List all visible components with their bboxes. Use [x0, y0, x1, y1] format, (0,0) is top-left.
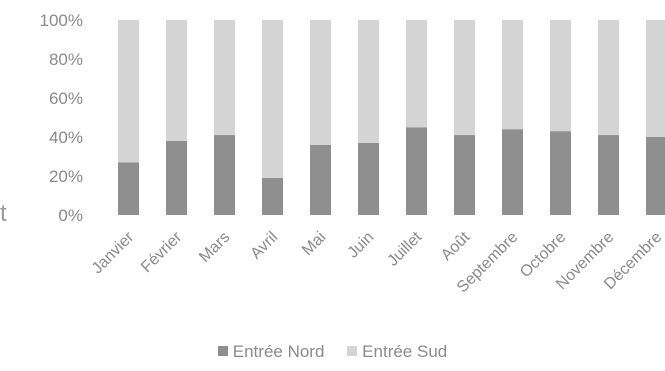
legend-label-nord: Entrée Nord [232, 342, 325, 361]
legend-item-nord: Entrée Nord [217, 342, 325, 362]
x-category-label: Juin [345, 229, 378, 262]
bar-segment-sud [646, 20, 665, 137]
x-category-label: Janvier [89, 228, 138, 277]
y-axis-ticks: 0% 20% 40% 60% 80% 100% [40, 11, 83, 225]
x-category-label: Juillet [384, 228, 425, 269]
bar-segment-sud [550, 20, 571, 132]
legend-label-sud: Entrée Sud [362, 342, 448, 361]
bar-segment-sud [502, 20, 523, 130]
legend-swatch-nord [217, 346, 228, 356]
bar-segment-nord [598, 135, 619, 215]
cropped-edge-text: t [0, 200, 7, 227]
x-category-label: Mai [299, 229, 329, 259]
bar-segment-sud [262, 20, 283, 178]
bar-segment-sud [214, 20, 235, 136]
bar-segment-nord [646, 137, 665, 215]
bar-segment-sud [598, 20, 619, 136]
bar-segment-sud [310, 20, 331, 145]
bar-segment-sud [358, 20, 379, 143]
x-category-label: Août [438, 228, 474, 264]
bar-segment-nord [118, 162, 139, 215]
y-tick-label: 60% [49, 89, 83, 108]
bar-segment-nord [166, 140, 187, 215]
y-tick-label: 0% [58, 206, 83, 225]
bar-segment-nord [454, 135, 475, 215]
bar-segment-nord [550, 131, 571, 215]
bar-segment-sud [118, 20, 139, 163]
bar-segment-nord [358, 142, 379, 215]
x-category-label: Avril [248, 229, 282, 263]
y-tick-label: 20% [49, 167, 83, 186]
bar-segment-sud [166, 20, 187, 141]
y-tick-label: 40% [49, 128, 83, 147]
legend-swatch-sud [347, 346, 358, 356]
y-tick-label: 80% [49, 50, 83, 69]
legend: Entrée Nord Entrée Sud [0, 342, 665, 362]
bar-segment-nord [406, 127, 427, 215]
bar-segment-nord [502, 129, 523, 215]
x-category-label: Février [138, 228, 186, 276]
bar-segment-sud [454, 20, 475, 136]
bars [118, 20, 665, 215]
bar-segment-nord [214, 135, 235, 215]
x-axis-category-labels: Janvier Février Mars Avril Mai Juin Juillet Aoû… [89, 228, 665, 296]
bar-segment-nord [262, 177, 283, 215]
x-category-label: Mars [196, 229, 233, 266]
bar-segment-nord [310, 144, 331, 215]
y-tick-label: 100% [40, 11, 83, 30]
bar-segment-sud [406, 20, 427, 128]
legend-item-sud: Entrée Sud [347, 342, 447, 362]
